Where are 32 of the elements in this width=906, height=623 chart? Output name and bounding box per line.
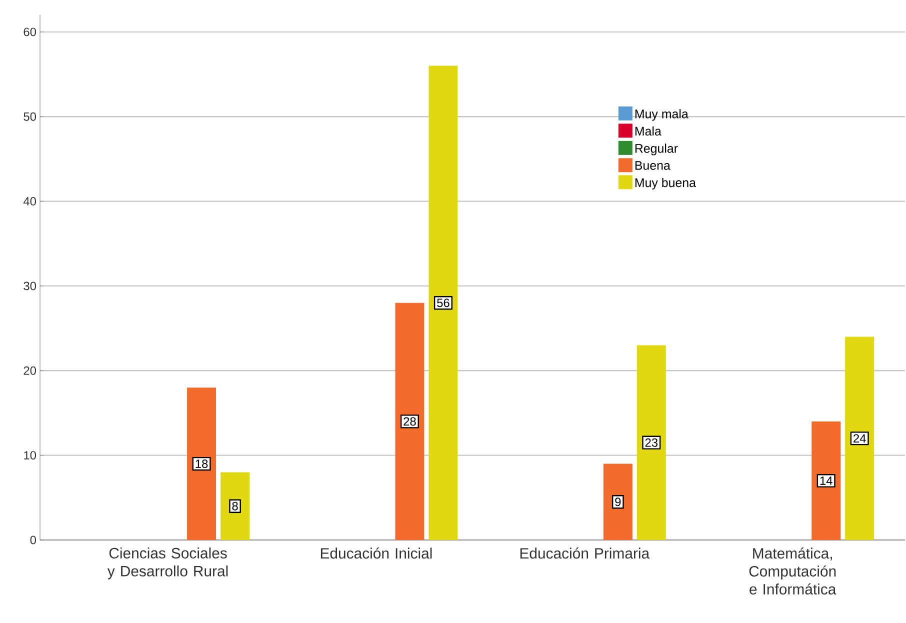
data-label: 14 [820,476,832,485]
data-label: 9 [615,498,621,506]
y-tick-label: 10 [24,451,36,460]
data-label: 8 [232,502,238,510]
legend-label: Muy mala [635,109,688,121]
y-tick-label: 30 [24,282,36,290]
y-tick-label: 50 [24,112,36,121]
data-label: 23 [645,438,658,447]
x-tick-label: Educación Inicial [320,548,432,559]
legend-label: Buena [635,161,670,170]
legend-label: Mala [635,126,662,136]
bar [812,421,841,540]
y-tick-label: 60 [24,28,36,36]
bar [845,336,874,540]
y-tick-label: 20 [24,366,36,375]
x-tick-label: Educación Primaria [520,548,650,559]
legend-label: Muy buena [635,178,696,190]
data-label: 24 [854,434,866,443]
x-tick-label: Matemática, Computación e Informática [749,548,836,595]
bar [603,464,632,540]
y-tick-label: 40 [23,197,36,206]
bar [220,472,250,540]
bar [395,302,424,540]
legend-label: Regular [635,144,678,156]
data-label: 18 [196,460,208,468]
data-label: 28 [404,417,416,426]
y-tick-label: 0 [30,536,36,544]
x-tick-label: Ciencias Sociales y Desarrollo Rural [107,548,228,580]
bar [428,66,458,540]
data-label: 56 [437,298,450,308]
bar [636,345,666,540]
bar [187,388,216,540]
